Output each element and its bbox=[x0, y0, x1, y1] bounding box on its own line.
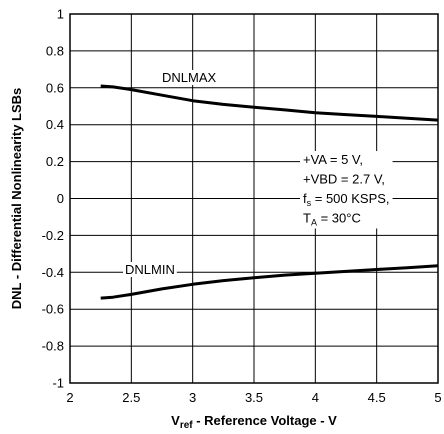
y-tick-label: 1 bbox=[57, 7, 64, 22]
condition-ta-sub: A bbox=[311, 218, 317, 228]
condition-ta-pre: T bbox=[303, 211, 311, 226]
x-tick-label: 2 bbox=[66, 390, 73, 405]
series-line-dnlmin bbox=[100, 264, 439, 300]
x-axis-label: Vref - Reference Voltage - V bbox=[171, 413, 337, 431]
y-tick-label: 0 bbox=[57, 191, 64, 206]
x-tick-label: 3 bbox=[189, 390, 196, 405]
dnlmax-label-bg bbox=[160, 70, 219, 85]
x-axis-label-main: V bbox=[171, 413, 180, 428]
dnlmax-label: DNLMAX bbox=[162, 70, 217, 85]
x-tick-labels: 2 2.5 3 3.5 4 4.5 5 bbox=[66, 390, 441, 405]
y-tick-label: 0.4 bbox=[46, 117, 64, 132]
dnlmin-label-bg bbox=[123, 262, 177, 277]
y-axis-label: DNL - Differential Nonlinearity LSBs bbox=[9, 88, 24, 310]
condition-fs-pre: f bbox=[303, 191, 307, 206]
condition-ta-post: = 30°C bbox=[317, 211, 361, 226]
condition-va: +VA = 5 V, bbox=[303, 152, 363, 167]
condition-vbd: +VBD = 2.7 V, bbox=[303, 172, 385, 187]
data-series bbox=[100, 84, 439, 300]
x-tick-label: 4.5 bbox=[368, 390, 386, 405]
series-line-dnlmax bbox=[100, 84, 439, 122]
test-conditions: +VA = 5 V, +VBD = 2.7 V, fs = 500 KSPS, … bbox=[300, 151, 393, 229]
y-tick-label: -0.6 bbox=[42, 302, 64, 317]
x-axis-label-sub: ref bbox=[180, 420, 193, 431]
x-tick-label: 5 bbox=[434, 390, 441, 405]
y-tick-label: 0.8 bbox=[46, 43, 64, 58]
condition-fs-post: = 500 KSPS, bbox=[311, 191, 389, 206]
y-tick-label: -0.8 bbox=[42, 339, 64, 354]
x-tick-label: 3.5 bbox=[245, 390, 263, 405]
y-tick-labels: 1 0.8 0.6 0.4 0.2 0 -0.2 -0.4 -0.6 -0.8 -1 bbox=[42, 7, 64, 391]
x-tick-label: 4 bbox=[312, 390, 319, 405]
condition-fs: fs = 500 KSPS, bbox=[303, 191, 390, 208]
y-tick-label: -0.4 bbox=[42, 265, 64, 280]
x-tick-label: 2.5 bbox=[122, 390, 140, 405]
y-tick-label: 0.6 bbox=[46, 80, 64, 95]
dnlmin-label: DNLMIN bbox=[125, 262, 175, 277]
y-tick-label: -1 bbox=[52, 376, 64, 391]
y-tick-label: -0.2 bbox=[42, 228, 64, 243]
condition-fs-sub: s bbox=[307, 198, 312, 208]
plot-frame bbox=[69, 13, 439, 384]
condition-ta: TA = 30°C bbox=[303, 211, 361, 228]
x-axis-label-rest: - Reference Voltage - V bbox=[193, 413, 338, 428]
y-tick-label: 0.2 bbox=[46, 154, 64, 169]
conditions-bg bbox=[300, 151, 393, 229]
